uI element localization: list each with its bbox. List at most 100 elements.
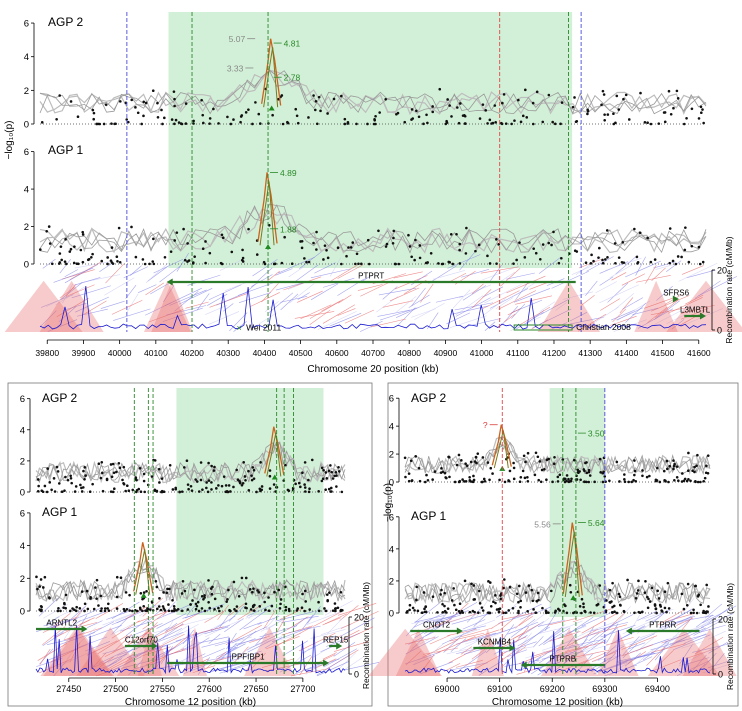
ld-cell <box>491 620 504 629</box>
snp-point <box>74 485 78 488</box>
ld-cell <box>478 660 503 676</box>
snp-point <box>436 611 439 614</box>
snp-point <box>636 589 640 592</box>
snp-point <box>69 247 73 251</box>
snp-point <box>510 122 513 126</box>
ld-cell <box>204 626 229 635</box>
ld-cell <box>537 619 566 627</box>
snp-point <box>519 606 522 609</box>
trace-line <box>404 444 711 476</box>
snp-point <box>80 590 84 593</box>
ld-cell <box>63 627 103 641</box>
snp-point <box>517 98 520 102</box>
snp-point <box>441 602 444 606</box>
ld-block <box>39 280 104 332</box>
highlight-region <box>168 12 573 268</box>
ld-cell <box>163 284 175 303</box>
ld-cell <box>148 309 184 323</box>
snp-point <box>534 251 538 255</box>
snp-point <box>99 594 103 598</box>
snp-point <box>693 470 696 474</box>
snp-point <box>59 609 62 613</box>
snp-point <box>290 262 294 266</box>
snp-point <box>207 479 211 482</box>
snp-point <box>60 258 63 262</box>
ld-cell <box>337 264 364 279</box>
snp-point <box>659 605 663 608</box>
ld-cell <box>517 626 550 647</box>
snp-point <box>704 471 708 475</box>
snp-point <box>478 117 482 120</box>
ld-cell <box>483 298 506 316</box>
snp-point <box>492 600 495 604</box>
snp-point <box>691 469 694 472</box>
ld-cell <box>186 626 224 637</box>
snp-point <box>267 223 271 227</box>
snp-point <box>70 481 73 485</box>
snp-point <box>134 106 137 109</box>
ld-cell <box>268 292 294 313</box>
snp-point <box>585 480 588 484</box>
snp-point <box>561 458 565 461</box>
gene-label: SFRS6 <box>663 289 689 298</box>
snp-point <box>458 479 462 483</box>
snp-point <box>301 592 304 596</box>
ld-cell <box>223 303 234 312</box>
snp-point <box>239 115 243 118</box>
snp-point <box>502 93 506 96</box>
snp-point <box>333 609 337 613</box>
snp-point <box>138 466 142 470</box>
snp-point <box>207 579 210 582</box>
ld-cell <box>126 618 149 636</box>
snp-point <box>683 248 687 252</box>
snp-point <box>536 455 540 459</box>
ld-cell <box>580 294 595 307</box>
snp-point <box>125 607 129 611</box>
snp-point <box>450 115 453 118</box>
ld-cell <box>425 615 457 623</box>
snp-point <box>589 611 592 614</box>
snp-point <box>217 606 220 610</box>
snp-point <box>183 589 187 593</box>
y-tick-label: 2 <box>24 86 29 97</box>
ld-cell <box>202 648 225 659</box>
snp-point <box>142 604 146 608</box>
snp-point <box>457 453 461 457</box>
ld-cell <box>585 280 598 297</box>
snp-point <box>193 588 196 592</box>
snp-point <box>517 611 520 615</box>
ld-cell <box>88 625 122 638</box>
snp-point <box>674 262 678 266</box>
ld-cell <box>557 620 583 632</box>
snp-point <box>687 451 690 455</box>
ld-cell <box>511 303 526 319</box>
snp-point <box>327 469 331 473</box>
snp-point <box>579 478 582 482</box>
snp-point <box>617 108 621 111</box>
snp-point <box>457 121 461 125</box>
snp-point <box>526 451 530 455</box>
top-snp-marker <box>268 105 275 111</box>
ld-cell <box>485 637 503 654</box>
ld-cell <box>298 632 336 652</box>
ld-cell <box>538 256 562 274</box>
ld-cell <box>310 283 339 301</box>
ld-cell <box>510 316 541 332</box>
ld-cell <box>637 308 674 329</box>
snp-point <box>519 120 523 124</box>
snp-point <box>315 122 319 126</box>
x-tick-label: 40400 <box>253 348 277 358</box>
snp-point <box>210 464 213 468</box>
ld-cell <box>410 637 425 652</box>
snp-point <box>279 602 282 606</box>
snp-point <box>637 579 640 583</box>
snp-point <box>630 480 634 484</box>
snp-point <box>426 479 430 482</box>
snp-point <box>326 112 329 115</box>
snp-point <box>346 120 350 124</box>
snp-point <box>248 588 252 591</box>
snp-point <box>87 257 91 261</box>
ld-block <box>76 627 145 676</box>
ld-cell <box>100 300 125 309</box>
ld-cell <box>87 620 103 628</box>
